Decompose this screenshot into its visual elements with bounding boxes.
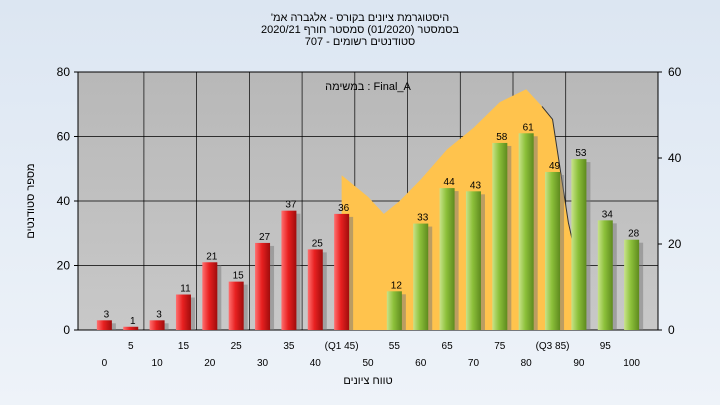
bar-value-label: 36 xyxy=(338,203,350,214)
y-axis-title: מספר סטודנטים xyxy=(25,163,37,238)
bar-value-label: 21 xyxy=(206,251,218,262)
bar-45 xyxy=(334,213,350,330)
bar-value-label: 15 xyxy=(233,271,245,282)
bar-value-label: 53 xyxy=(575,148,587,159)
x-tick-label-upper: 35 xyxy=(283,341,295,352)
x-tick-label-lower: 60 xyxy=(415,358,427,369)
bar-value-label: 3 xyxy=(156,309,162,320)
bar-65 xyxy=(439,188,455,330)
bar-value-label: 58 xyxy=(496,132,508,143)
x-tick-label-lower: 40 xyxy=(310,358,322,369)
bar-value-label: 33 xyxy=(417,213,429,224)
bar-value-label: 49 xyxy=(549,161,561,172)
bar-30 xyxy=(255,242,271,330)
bar-value-label: 61 xyxy=(523,122,535,133)
bar-90 xyxy=(571,159,587,330)
x-tick-label-upper: 95 xyxy=(600,341,612,352)
bar-value-label: 37 xyxy=(285,200,297,211)
bar-35 xyxy=(281,210,297,330)
bar-25 xyxy=(228,281,244,330)
bar-75 xyxy=(492,142,508,330)
chart-title-line-2: בסמסטר (01/2020) סמסטר חורף 2020/21 xyxy=(260,24,460,36)
y2-tick-label: 0 xyxy=(668,323,675,337)
bar-value-label: 43 xyxy=(470,180,482,191)
x-tick-label-lower: 30 xyxy=(257,358,269,369)
x-tick-label-lower: 10 xyxy=(152,358,164,369)
bar-value-label: 3 xyxy=(104,309,110,320)
task-annotation: במשימה : Final_A xyxy=(325,81,411,93)
x-tick-label-upper: (Q3 85) xyxy=(536,341,570,352)
x-axis-title: טווח ציונים xyxy=(343,375,392,387)
x-tick-label-lower: 0 xyxy=(102,358,108,369)
x-tick-label-lower: 80 xyxy=(521,358,533,369)
x-tick-label-upper: 25 xyxy=(231,341,243,352)
bar-95 xyxy=(597,220,613,330)
bar-value-label: 1 xyxy=(130,316,136,327)
x-tick-label-upper: (Q1 45) xyxy=(325,341,359,352)
bar-70 xyxy=(465,191,481,330)
bar-10 xyxy=(149,320,165,330)
bar-value-label: 11 xyxy=(180,284,191,295)
x-tick-label-lower: 50 xyxy=(362,358,374,369)
y-tick-label: 60 xyxy=(57,130,71,144)
bar-60 xyxy=(413,223,429,330)
bar-40 xyxy=(307,249,323,330)
bar-5 xyxy=(123,326,139,330)
bar-20 xyxy=(202,262,218,330)
bar-0 xyxy=(96,320,112,330)
x-tick-label-lower: 100 xyxy=(623,358,640,369)
x-tick-label-lower: 70 xyxy=(468,358,480,369)
x-tick-label-upper: 5 xyxy=(128,341,134,352)
y2-tick-label: 60 xyxy=(668,65,682,79)
bar-value-label: 12 xyxy=(391,280,403,291)
x-tick-label-upper: 75 xyxy=(494,341,506,352)
x-tick-label-upper: 15 xyxy=(178,341,190,352)
bar-80 xyxy=(518,133,534,330)
bar-100 xyxy=(624,239,640,330)
y-tick-label: 40 xyxy=(57,194,71,208)
y2-tick-label: 40 xyxy=(668,151,682,165)
y-tick-label: 0 xyxy=(63,323,70,337)
y-tick-label: 80 xyxy=(57,65,71,79)
bar-value-label: 27 xyxy=(259,232,271,243)
bar-15 xyxy=(175,294,191,330)
x-tick-label-upper: 65 xyxy=(442,341,454,352)
chart-title-line-1: 'היסטוגרמת ציונים בקורס - אלגברה אמ xyxy=(270,12,450,24)
bar-85 xyxy=(545,171,561,330)
bar-55 xyxy=(386,291,402,330)
x-tick-label-lower: 20 xyxy=(204,358,216,369)
chart-title-line-3: סטודנטים רשומים - 707 xyxy=(304,36,416,48)
bar-value-label: 25 xyxy=(312,238,324,249)
bar-value-label: 28 xyxy=(628,229,640,240)
y-tick-label: 20 xyxy=(57,259,71,273)
bar-value-label: 34 xyxy=(602,209,614,220)
x-tick-label-upper: 55 xyxy=(389,341,401,352)
y2-tick-label: 20 xyxy=(668,237,682,251)
x-tick-label-lower: 90 xyxy=(573,358,585,369)
bar-value-label: 44 xyxy=(444,177,456,188)
